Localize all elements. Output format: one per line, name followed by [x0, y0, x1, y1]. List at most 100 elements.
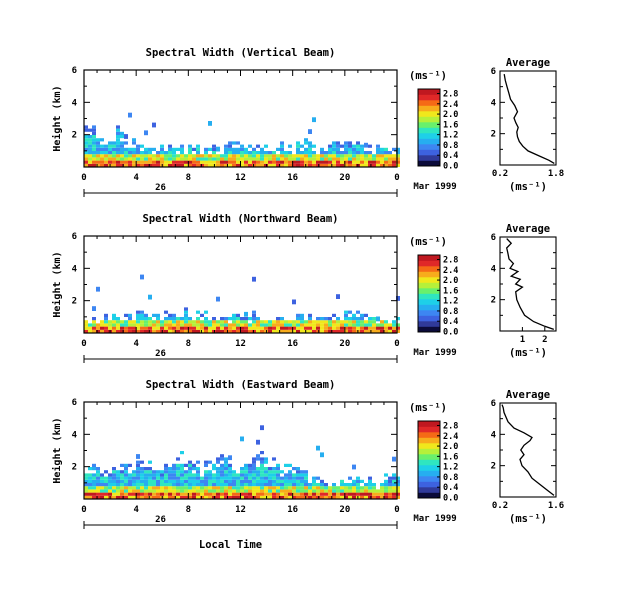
heatmap-cell [92, 151, 96, 155]
heatmap-cell [120, 160, 124, 164]
heatmap-cell [172, 163, 176, 167]
heatmap-cell [180, 479, 184, 483]
heatmap-cell [204, 492, 208, 496]
heatmap-cell [96, 144, 100, 148]
x-tick-label: 0 [81, 505, 86, 515]
heatmap-cell [184, 495, 188, 499]
heatmap-cell [84, 157, 88, 161]
heatmap-cell [288, 320, 292, 324]
heatmap-cell [368, 492, 372, 496]
panel-title: Spectral Width (Northward Beam) [143, 213, 339, 225]
heatmap-cell [140, 160, 144, 164]
heatmap-cell [324, 317, 328, 321]
average-profile-line [503, 73, 555, 164]
heatmap-cell [256, 457, 260, 461]
heatmap-cell [116, 128, 120, 132]
heatmap-cell [120, 320, 124, 324]
heatmap-cell [300, 486, 304, 490]
heatmap-cell [148, 323, 152, 327]
heatmap-cell [168, 473, 172, 477]
average-x-tick-label: 0.2 [492, 501, 508, 511]
heatmap-cell [176, 320, 180, 324]
heatmap-cell [156, 489, 160, 493]
heatmap-cell [228, 326, 232, 330]
heatmap-cell [140, 157, 144, 161]
heatmap-cell [308, 154, 312, 158]
heatmap-cell [332, 154, 336, 158]
heatmap-cell [152, 147, 156, 151]
heatmap-cell [384, 157, 388, 161]
heatmap-cell [272, 479, 276, 483]
heatmap-cell [272, 467, 276, 471]
heatmap-cell [172, 473, 176, 477]
heatmap-cell [112, 476, 116, 480]
heatmap-cell [164, 489, 168, 493]
heatmap-cell [124, 492, 128, 496]
date-label: Mar 1999 [413, 182, 456, 192]
heatmap-cell [284, 329, 288, 333]
average-x-tick-label: 0.2 [492, 169, 508, 179]
heatmap-cell [152, 163, 156, 167]
heatmap-cell [324, 329, 328, 333]
heatmap-cell [384, 473, 388, 477]
heatmap-cell [316, 492, 320, 496]
heatmap-cell [92, 125, 96, 129]
heatmap-cell [252, 326, 256, 330]
heatmap-cell [212, 483, 216, 487]
y-tick-label: 6 [72, 232, 77, 242]
heatmap-cell [280, 476, 284, 480]
heatmap-cell [324, 483, 328, 487]
heatmap-cell [96, 479, 100, 483]
heatmap-cell [240, 151, 244, 155]
heatmap-cell [128, 329, 132, 333]
heatmap-cell [304, 489, 308, 493]
heatmap-cell [292, 157, 296, 161]
heatmap-cell [208, 160, 212, 164]
heatmap-cell [272, 473, 276, 477]
heatmap-cell [188, 160, 192, 164]
heatmap-cell [372, 320, 376, 324]
heatmap-cell [112, 160, 116, 164]
heatmap-cell [352, 151, 356, 155]
heatmap-cell [204, 157, 208, 161]
heatmap-cell [132, 320, 136, 324]
heatmap-cell [392, 473, 396, 477]
heatmap-cell [92, 147, 96, 151]
heatmap-cell [212, 160, 216, 164]
x-tick-label: 20 [339, 339, 350, 349]
heatmap-cell [152, 154, 156, 158]
heatmap-cell [148, 489, 152, 493]
heatmap-cell [264, 460, 268, 464]
heatmap-cell [136, 460, 140, 464]
heatmap-cell [160, 144, 164, 148]
heatmap-cell [380, 492, 384, 496]
heatmap-cell [304, 479, 308, 483]
heatmap-cell [144, 329, 148, 333]
heatmap-cell [392, 320, 396, 324]
heatmap-cell [220, 476, 224, 480]
heatmap-cell [132, 479, 136, 483]
heatmap-cell [152, 329, 156, 333]
heatmap-cell [176, 317, 180, 321]
heatmap-cell [324, 323, 328, 327]
heatmap-cell [224, 151, 228, 155]
heatmap-cell [100, 479, 104, 483]
heatmap-cell [312, 157, 316, 161]
heatmap-cell [316, 317, 320, 321]
heatmap-cell [144, 163, 148, 167]
heatmap-cell [204, 470, 208, 474]
heatmap-cell [360, 329, 364, 333]
heatmap-cell [308, 489, 312, 493]
heatmap-cell [244, 473, 248, 477]
heatmap-cell [264, 476, 268, 480]
heatmap-cell [248, 495, 252, 499]
heatmap-cell [88, 492, 92, 496]
heatmap-cell [320, 479, 324, 483]
heatmap-cell [84, 476, 88, 480]
heatmap-cell [220, 486, 224, 490]
heatmap-cell [248, 463, 252, 467]
heatmap-cell [360, 144, 364, 148]
heatmap-cell [196, 151, 200, 155]
heatmap-cell [296, 154, 300, 158]
heatmap-cell [256, 329, 260, 333]
